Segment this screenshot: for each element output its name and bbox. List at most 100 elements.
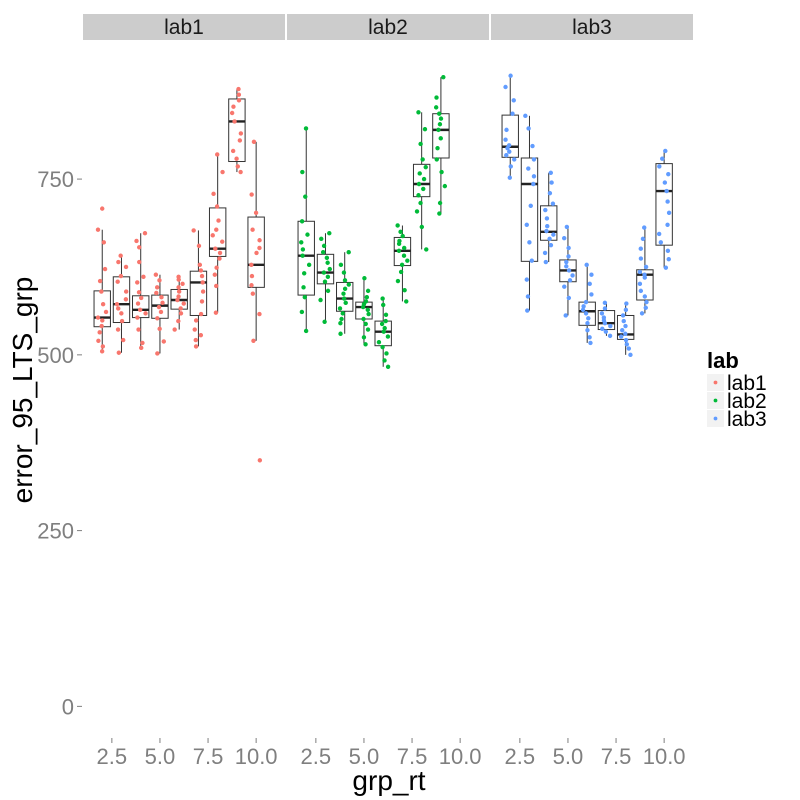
data-point: [303, 194, 308, 199]
data-point: [120, 337, 126, 343]
data-point: [306, 262, 312, 268]
data-point: [134, 238, 139, 244]
data-point: [103, 309, 109, 315]
box-lab3-6: [616, 301, 635, 358]
data-point: [236, 92, 242, 97]
strip-label-lab1: lab1: [164, 16, 204, 39]
data-point: [339, 316, 344, 322]
data-point: [249, 283, 254, 288]
box-lab1-2: [132, 231, 150, 351]
data-point: [566, 268, 572, 273]
data-point: [193, 337, 198, 343]
data-point: [213, 310, 219, 315]
data-point: [626, 346, 632, 351]
data-point: [97, 330, 102, 335]
data-point: [583, 299, 589, 305]
box-rect: [655, 163, 673, 246]
data-point: [584, 262, 589, 268]
data-point: [118, 273, 124, 279]
data-point: [380, 344, 385, 350]
data-point: [599, 311, 605, 316]
data-point: [589, 272, 594, 277]
data-point: [638, 246, 643, 251]
data-point: [200, 280, 205, 285]
data-point: [141, 274, 146, 280]
data-point: [176, 318, 181, 324]
x-tick-label: 7.5: [397, 744, 428, 769]
data-point: [99, 289, 104, 294]
data-point: [210, 233, 215, 238]
data-point: [586, 316, 591, 321]
data-point: [305, 232, 310, 237]
data-point: [382, 358, 387, 363]
data-point: [623, 323, 628, 329]
data-point: [603, 329, 609, 334]
box-lab3-5: [597, 300, 616, 339]
data-point: [155, 316, 160, 321]
data-point: [366, 311, 371, 317]
box-rect: [636, 269, 654, 301]
data-point: [623, 331, 628, 336]
data-point: [337, 306, 343, 311]
data-point: [211, 191, 216, 197]
data-point: [236, 98, 242, 103]
data-point: [583, 311, 589, 316]
data-point: [396, 248, 402, 254]
data-point: [416, 181, 422, 187]
box-lab1-0: [93, 206, 111, 354]
data-point: [437, 111, 442, 116]
panel-lab1: lab1: [83, 14, 285, 463]
data-point: [382, 325, 387, 331]
data-point: [216, 218, 221, 223]
data-point: [136, 327, 141, 332]
data-point: [249, 273, 255, 279]
data-point: [99, 323, 104, 329]
data-point: [234, 156, 239, 161]
data-point: [198, 268, 204, 273]
data-point: [642, 225, 647, 230]
data-point: [193, 318, 199, 323]
data-point: [623, 337, 629, 343]
data-point: [666, 257, 671, 262]
data-point: [512, 157, 517, 162]
data-point: [235, 164, 240, 169]
data-point: [401, 253, 407, 258]
data-point: [325, 260, 330, 265]
data-point: [418, 200, 423, 206]
data-point: [397, 238, 402, 244]
data-point: [320, 250, 326, 255]
data-point: [504, 127, 509, 133]
data-point: [199, 299, 205, 304]
strip-lab1: [83, 14, 285, 40]
data-point: [525, 294, 531, 299]
data-point: [213, 246, 218, 251]
data-point: [153, 272, 159, 277]
data-point: [327, 231, 332, 236]
data-point: [176, 294, 181, 299]
data-point: [362, 276, 367, 281]
legend-key-point: [713, 398, 718, 403]
box-rect: [520, 157, 539, 262]
data-point: [114, 302, 120, 307]
data-point: [398, 229, 403, 235]
data-point: [424, 247, 429, 252]
data-point: [197, 262, 203, 268]
x-tick-label: 2.5: [505, 744, 536, 769]
data-point: [154, 290, 159, 296]
data-point: [220, 239, 225, 244]
data-point: [542, 250, 548, 256]
data-point: [527, 240, 532, 245]
data-point: [381, 329, 386, 334]
data-point: [666, 171, 671, 177]
data-point: [376, 339, 382, 345]
data-point: [638, 256, 644, 261]
legend-item-lab2: lab2: [707, 390, 767, 413]
data-point: [361, 335, 367, 340]
x-tick-label: 2.5: [301, 744, 332, 769]
y-tick-label: 750: [37, 167, 74, 192]
box-lab2-2: [336, 250, 354, 336]
data-point: [140, 340, 145, 346]
data-point: [191, 228, 196, 233]
data-point: [620, 328, 625, 333]
data-point: [566, 295, 572, 301]
